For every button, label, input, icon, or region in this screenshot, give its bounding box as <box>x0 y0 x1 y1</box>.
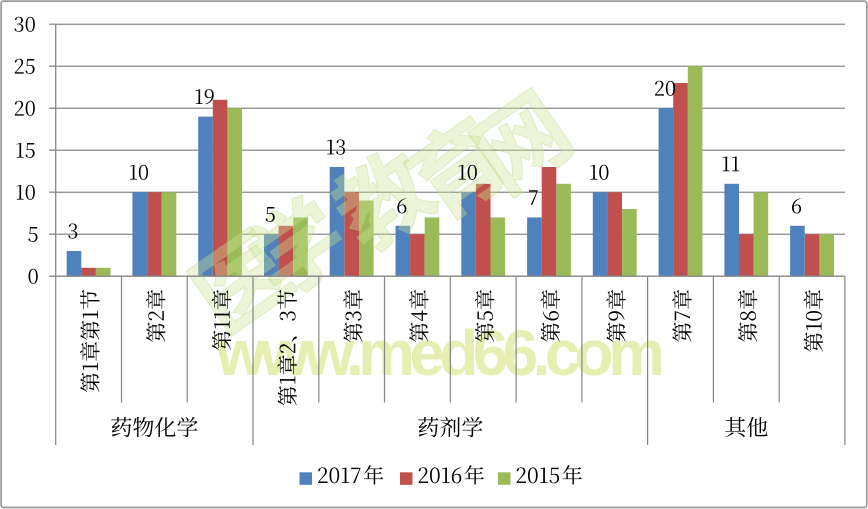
svg-text:www.med66.com: www.med66.com <box>215 317 665 389</box>
